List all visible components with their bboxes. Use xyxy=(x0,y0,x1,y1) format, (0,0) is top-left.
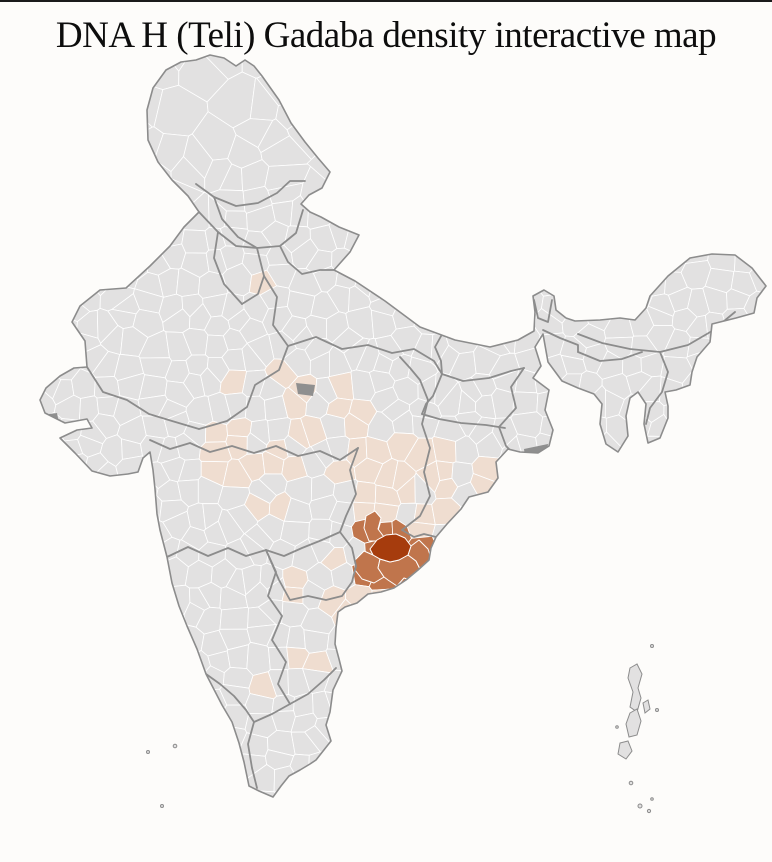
district-peak-density[interactable] xyxy=(369,533,412,563)
island-districts[interactable] xyxy=(146,644,659,814)
page-title: DNA H (Teli) Gadaba density interactive … xyxy=(55,15,717,56)
window-top-edge xyxy=(0,0,772,2)
india-outline xyxy=(39,54,767,798)
state-borders xyxy=(86,180,736,789)
